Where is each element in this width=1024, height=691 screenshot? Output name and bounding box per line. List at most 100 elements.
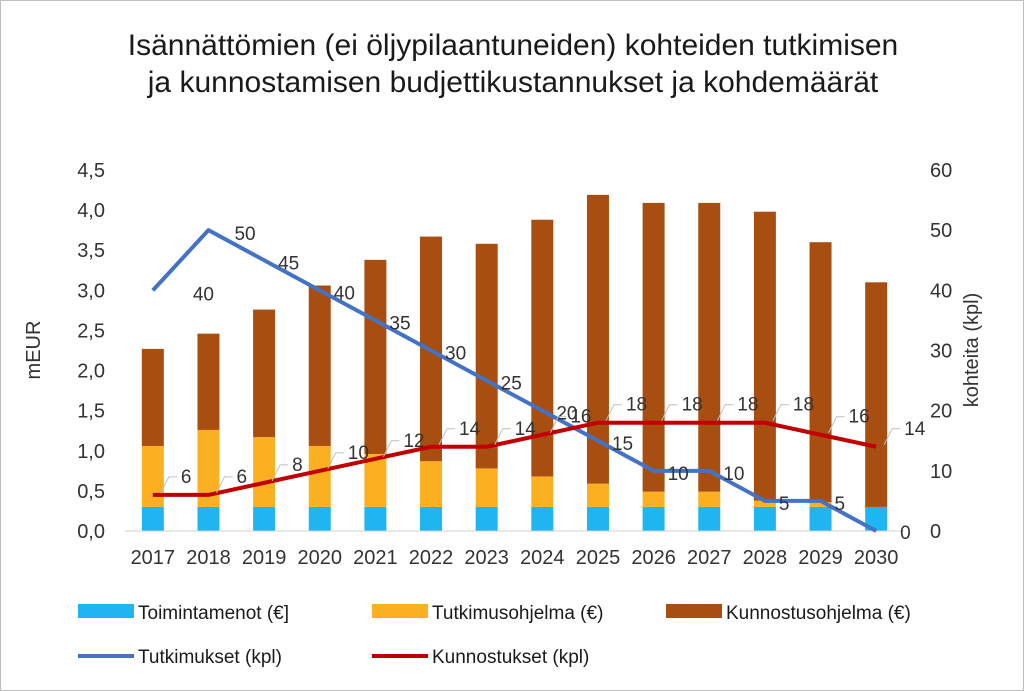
y-tick-label: 0,0 [77,521,105,543]
data-label-tutkimukset: 25 [501,374,522,395]
y2-tick-label: 0 [930,521,941,543]
leader-line [772,404,789,421]
leader-line [605,404,622,421]
bar-3-2023 [475,243,498,469]
bar-3-2029 [809,242,832,503]
leader-line [883,428,901,445]
y2-axis-title: kohteita (kpl) [961,293,983,408]
data-label-kunnostukset: 14 [459,419,481,440]
data-label-tutkimukset: 40 [334,283,355,304]
data-label-tutkimukset: 5 [835,494,846,515]
x-tick-label: 2020 [298,547,343,569]
x-tick-label: 2017 [131,547,176,569]
x-tick-label: 2024 [520,547,565,569]
data-label-kunnostukset: 14 [515,419,537,440]
x-tick-label: 2026 [631,547,676,569]
legend-label-3: Kunnostusohjelma (€) [726,603,911,624]
leader-line [271,464,289,482]
bar-2-2022 [420,461,443,507]
y2-tick-label: 30 [930,341,952,363]
bar-3-2019 [253,309,276,438]
bar-1-2020 [308,506,331,531]
series-line-2 [152,420,877,497]
bar-1-2025 [586,506,609,531]
y2-tick-label: 50 [930,220,952,242]
bar-3-2021 [364,259,387,454]
axes-layer: 0,00,51,01,52,02,53,03,54,04,50102030405… [77,160,952,569]
y-tick-label: 1,0 [77,441,105,463]
bar-2-2023 [475,468,498,507]
lines-layer [151,228,878,533]
data-label-kunnostukset: 18 [626,395,647,416]
bar-1-2027 [698,506,721,531]
bar-3-2017 [141,348,164,446]
x-tick-label: 2021 [353,547,398,569]
legend-label-2: Tutkimusohjelma (€) [432,603,603,624]
x-tick-label: 2030 [854,547,899,569]
data-label-kunnostukset: 14 [904,419,926,440]
x-tick-label: 2019 [242,547,287,569]
bar-2-2018 [197,429,220,507]
bar-2-2027 [698,491,721,507]
chart-title: Isännättömien (ei öljypilaantuneiden) ko… [127,29,899,99]
leader-line [661,404,678,421]
bar-3-2030 [865,282,888,507]
bar-3-2018 [197,333,220,430]
bar-2-2025 [586,483,609,507]
bar-2-2020 [308,445,331,507]
leader-line [327,452,344,470]
x-tick-label: 2029 [798,547,843,569]
data-label-kunnostukset: 12 [403,431,424,452]
legend-label-4: Tutkimukset (kpl) [138,647,282,668]
data-label-kunnostukset: 18 [682,395,703,416]
bar-1-2021 [364,506,387,531]
x-tick-label: 2025 [576,547,621,569]
data-label-tutkimukset: 0 [900,523,911,544]
data-label-kunnostukset: 18 [793,395,814,416]
bar-2-2026 [642,491,665,507]
bar-3-2026 [642,202,665,492]
bar-1-2026 [642,506,665,531]
bar-1-2024 [531,506,554,531]
legend: Toimintamenot (€] Tutkimusohjelma (€) Kunn… [78,603,911,668]
y-tick-label: 4,5 [77,160,105,182]
bar-1-2023 [475,506,498,531]
y-tick-label: 2,5 [77,320,105,342]
y2-tick-label: 20 [930,401,952,423]
data-label-kunnostukset: 18 [737,395,758,416]
leader-line [438,428,456,445]
bar-2-2017 [141,445,164,507]
x-tick-label: 2028 [743,547,788,569]
bar-1-2028 [753,506,776,531]
data-label-tutkimukset: 45 [278,253,299,274]
leader-line [382,440,400,458]
y2-tick-label: 60 [930,160,952,182]
x-tick-label: 2018 [186,547,231,569]
data-label-kunnostukset: 16 [849,407,870,428]
bar-1-2029 [809,506,832,531]
data-label-tutkimukset: 5 [779,494,790,515]
bar-1-2018 [197,506,220,531]
data-label-tutkimukset: 15 [612,434,633,455]
bar-1-2017 [141,506,164,531]
x-tick-label: 2022 [409,547,454,569]
bar-3-2028 [753,211,776,501]
x-tick-label: 2023 [464,547,509,569]
y-tick-label: 2,0 [77,361,105,383]
bars-layer [141,194,888,531]
bar-3-2025 [586,194,609,484]
bar-1-2022 [420,506,443,531]
leader-line [549,416,567,433]
legend-swatch-1 [78,604,134,618]
leader-line [494,428,511,445]
x-tick-label: 2027 [687,547,732,569]
leader-line [716,404,734,421]
bar-1-2019 [253,506,276,531]
bar-2-2024 [531,476,554,507]
data-label-tutkimukset: 20 [556,404,577,425]
data-label-kunnostukset: 10 [348,443,369,464]
legend-label-5: Kunnostukset (kpl) [432,647,589,668]
